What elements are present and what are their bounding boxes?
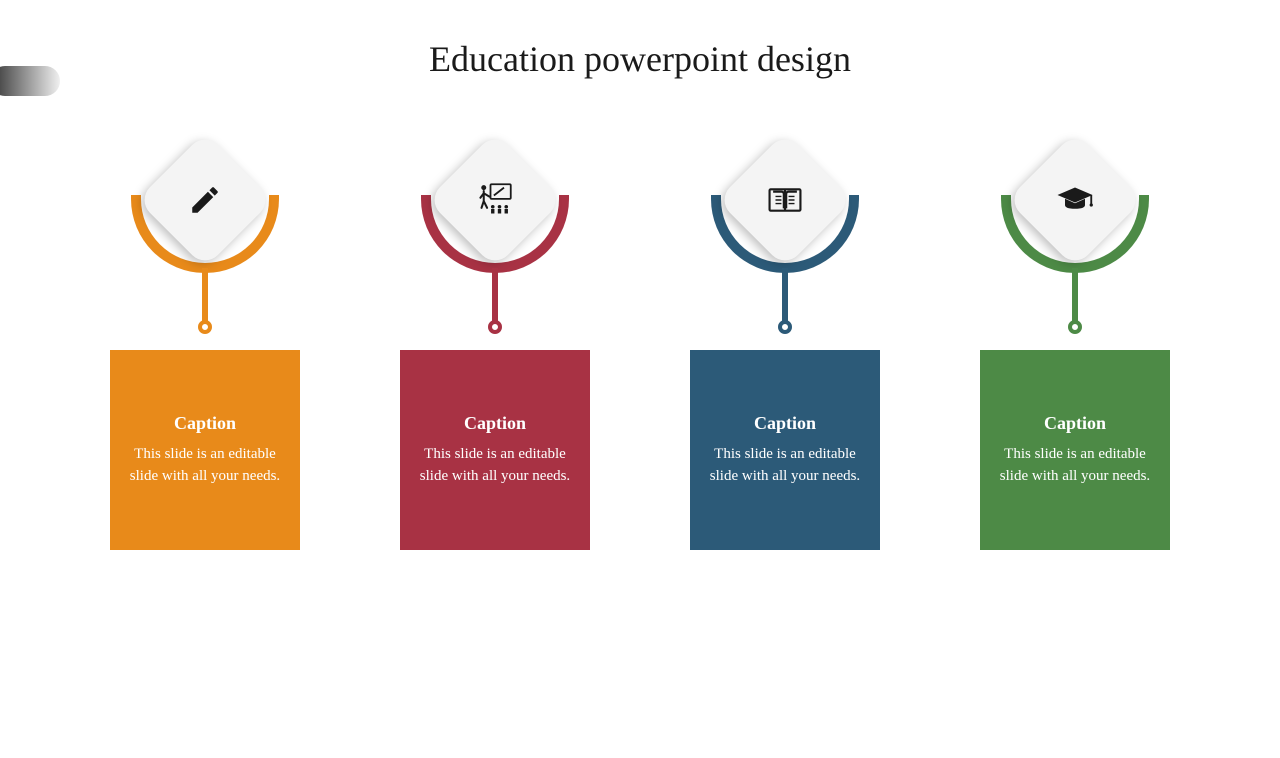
diamond-container bbox=[420, 140, 570, 310]
caption-body: This slide is an editable slide with all… bbox=[128, 444, 282, 488]
caption-box: Caption This slide is an editable slide … bbox=[110, 350, 300, 550]
connector-stem bbox=[1072, 268, 1078, 326]
graduation-cap-icon bbox=[1055, 180, 1095, 220]
diamond-container bbox=[130, 140, 280, 310]
diamond-container bbox=[1000, 140, 1150, 310]
caption-box: Caption This slide is an editable slide … bbox=[400, 350, 590, 550]
caption-title: Caption bbox=[754, 413, 816, 434]
book-icon bbox=[765, 180, 805, 220]
connector-dot bbox=[198, 320, 212, 334]
connector-dot bbox=[1068, 320, 1082, 334]
items-row: Caption This slide is an editable slide … bbox=[0, 140, 1280, 550]
caption-body: This slide is an editable slide with all… bbox=[708, 444, 862, 488]
teacher-icon bbox=[475, 180, 515, 220]
caption-body: This slide is an editable slide with all… bbox=[418, 444, 572, 488]
info-item: Caption This slide is an editable slide … bbox=[100, 140, 310, 550]
caption-title: Caption bbox=[174, 413, 236, 434]
connector-stem bbox=[492, 268, 498, 326]
diamond-container bbox=[710, 140, 860, 310]
info-item: Caption This slide is an editable slide … bbox=[970, 140, 1180, 550]
caption-title: Caption bbox=[1044, 413, 1106, 434]
connector-stem bbox=[202, 268, 208, 326]
connector-dot bbox=[778, 320, 792, 334]
caption-box: Caption This slide is an editable slide … bbox=[980, 350, 1170, 550]
connector-stem bbox=[782, 268, 788, 326]
pencil-icon bbox=[185, 180, 225, 220]
caption-box: Caption This slide is an editable slide … bbox=[690, 350, 880, 550]
info-item: Caption This slide is an editable slide … bbox=[680, 140, 890, 550]
info-item: Caption This slide is an editable slide … bbox=[390, 140, 600, 550]
slide-title: Education powerpoint design bbox=[0, 38, 1280, 80]
caption-title: Caption bbox=[464, 413, 526, 434]
corner-decoration bbox=[0, 66, 60, 96]
connector-dot bbox=[488, 320, 502, 334]
caption-body: This slide is an editable slide with all… bbox=[998, 444, 1152, 488]
